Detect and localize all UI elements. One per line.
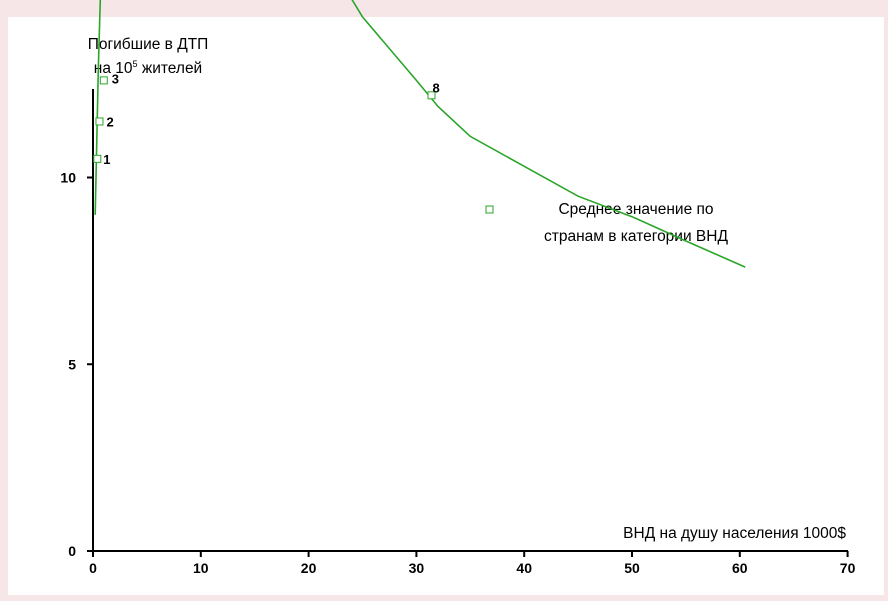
ticks-layer: 01020304050607005101520 [60, 170, 856, 577]
legend-text-line1: Среднее значение по [558, 201, 713, 218]
x-tick-label: 0 [89, 560, 97, 576]
data-point-2 [95, 117, 104, 126]
y-axis-title-prefix: на 10 [94, 60, 133, 77]
x-tick-label: 10 [193, 560, 209, 576]
x-tick-label: 40 [516, 560, 532, 576]
x-tick-label: 20 [301, 560, 317, 576]
legend-text-line2: странам в категории ВНД [544, 228, 728, 245]
y-axis-title-line1: Погибшие в ДТП [88, 36, 209, 53]
y-tick-label: 10 [60, 170, 76, 186]
y-tick-label: 0 [68, 543, 76, 559]
points-layer: 12345678 [93, 71, 440, 167]
x-tick-label: 50 [624, 560, 640, 576]
x-tick-label: 30 [409, 560, 425, 576]
data-point-label-8: 8 [432, 80, 439, 95]
data-point-label-2: 2 [106, 114, 113, 129]
legend-marker [485, 205, 494, 214]
data-point-label-1: 1 [103, 152, 110, 167]
x-tick-label: 60 [732, 560, 748, 576]
data-point-3 [99, 76, 108, 85]
y-axis-title-suffix: жителей [138, 60, 203, 77]
y-axis-title-sup: 5 [133, 59, 138, 69]
x-tick-label: 70 [840, 560, 856, 576]
data-point-8 [427, 91, 436, 100]
x-axis-title: ВНД на душу населения 1000$ [623, 525, 846, 542]
data-point-1 [93, 154, 102, 163]
trend-line [94, 0, 746, 268]
data-point-label-3: 3 [112, 71, 119, 86]
y-tick-label: 5 [68, 356, 76, 372]
y-axis-title-line2: на 105 жителей [94, 59, 202, 77]
